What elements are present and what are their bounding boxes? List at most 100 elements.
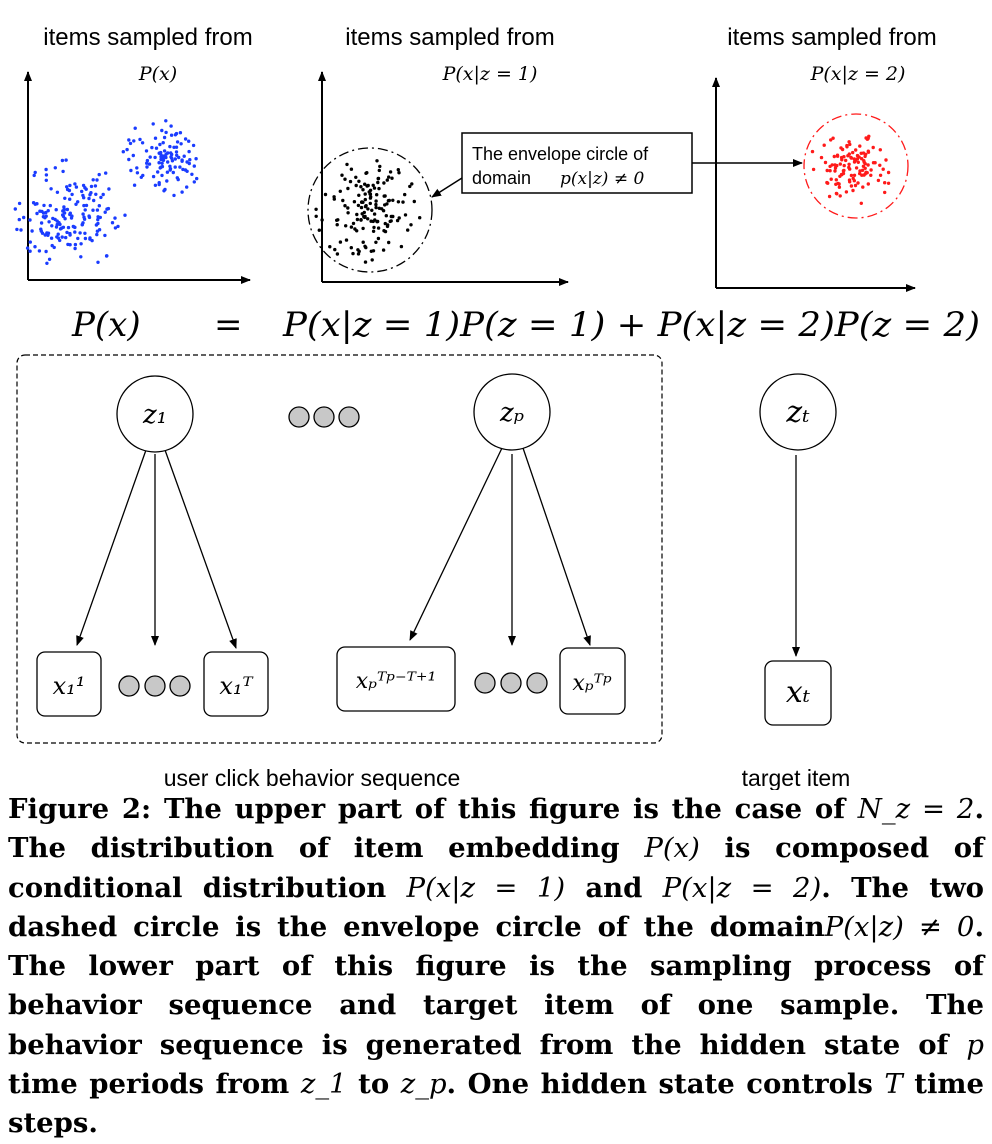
scatter-point	[65, 230, 69, 235]
scatter-point	[851, 150, 855, 155]
scatter-point	[403, 192, 407, 197]
scatter-point	[387, 240, 391, 245]
scatter-point	[64, 158, 68, 162]
scatter-point	[55, 235, 59, 239]
scatter-point	[844, 158, 848, 163]
scatter-point	[830, 163, 834, 167]
scatter-point	[399, 244, 404, 249]
scatter-point	[65, 207, 70, 212]
scatter-point	[352, 200, 357, 204]
scatter-point	[388, 170, 393, 174]
scatter-point	[317, 228, 321, 232]
scatter-point	[368, 201, 372, 206]
scatter-point	[886, 170, 891, 175]
scatter-point	[61, 169, 65, 174]
scatter-point	[95, 178, 99, 182]
scatter-point	[335, 223, 339, 227]
scatter-point	[354, 175, 358, 179]
scatter-point	[83, 231, 87, 235]
scatter-point	[44, 173, 49, 177]
scatter-point	[55, 190, 60, 194]
scatter-point	[838, 162, 842, 166]
scatter-point	[374, 199, 378, 203]
scatter-point	[363, 215, 367, 220]
scatter-point	[74, 185, 79, 189]
scatter-point	[90, 238, 94, 243]
scatter-point	[153, 136, 158, 140]
scatter-point	[60, 158, 65, 163]
scatter-point	[161, 141, 165, 145]
scatter-point	[22, 215, 26, 220]
scatter-point	[58, 222, 62, 227]
scatter-point	[96, 260, 100, 264]
scatter-point	[851, 176, 855, 181]
scatter-point	[385, 178, 389, 182]
scatter-point	[333, 247, 337, 252]
scatter-point	[194, 157, 198, 161]
scatter-point	[884, 158, 888, 162]
scatter-point	[145, 161, 149, 165]
scatter-point	[383, 229, 388, 234]
scatter-px	[13, 119, 199, 265]
scatter-point	[410, 182, 414, 186]
scatter-point	[33, 245, 37, 249]
scatter-point	[346, 186, 350, 191]
node-x1-last	[203, 651, 269, 717]
scatter-point	[827, 194, 832, 199]
scatter-point	[135, 171, 140, 175]
scatter-point	[157, 182, 161, 187]
scatter-point	[376, 176, 381, 181]
scatter-point	[401, 200, 405, 204]
envelope-label-line1: The envelope circle of	[472, 144, 649, 164]
scatter-point	[46, 231, 51, 235]
scatter-point	[176, 177, 180, 182]
panel2-title: items sampled from	[345, 24, 554, 51]
scatter-point	[65, 185, 69, 189]
scatter-point	[151, 122, 155, 126]
scatter-point	[855, 153, 860, 158]
scatter-point	[101, 192, 105, 197]
node-xt-label: xₜ	[786, 675, 811, 710]
scatter-point	[68, 183, 72, 188]
scatter-point	[844, 190, 849, 194]
scatter-point	[370, 258, 374, 262]
scatter-point	[42, 203, 46, 208]
scatter-point	[387, 175, 391, 179]
scatter-point	[160, 161, 164, 165]
scatter-point	[837, 182, 841, 186]
caption-text-5: . The two dashed circle is the envelope …	[8, 871, 984, 943]
scatter-point	[190, 172, 194, 176]
scatter-point	[365, 184, 369, 188]
scatter-point	[47, 220, 51, 224]
scatter-point	[125, 147, 129, 152]
scatter-point	[835, 154, 840, 158]
envelope-label-math: p(x|z) ≠ 0	[560, 169, 644, 189]
scatter-point	[374, 205, 378, 210]
caption-text-6: . The lower part of this figure is the s…	[8, 910, 985, 1061]
scatter-point	[372, 186, 377, 190]
scatter-point	[390, 176, 394, 180]
scatter-point	[166, 160, 170, 164]
scatter-point	[357, 249, 361, 254]
scatter-point	[359, 218, 363, 222]
scatter-point	[856, 160, 860, 164]
scatter-point	[395, 218, 400, 223]
scatter-point	[93, 184, 98, 188]
scatter-point	[175, 153, 179, 157]
scatter-point	[351, 221, 356, 226]
scatter-point	[188, 158, 192, 162]
scatter-point	[157, 161, 161, 165]
scatter-point	[35, 202, 39, 206]
scatter-point	[371, 219, 375, 224]
scatter-point	[858, 144, 862, 148]
scatter-point	[25, 246, 30, 250]
sequence-label: user click behavior sequence	[164, 765, 461, 790]
scatter-point	[82, 196, 86, 200]
scatter-point	[848, 167, 852, 171]
scatter-point	[63, 196, 67, 200]
scatter-point	[344, 238, 349, 242]
scatter-point	[376, 180, 380, 185]
scatter-point	[406, 228, 410, 232]
scatter-point	[76, 236, 80, 241]
scatter-point	[144, 149, 149, 153]
